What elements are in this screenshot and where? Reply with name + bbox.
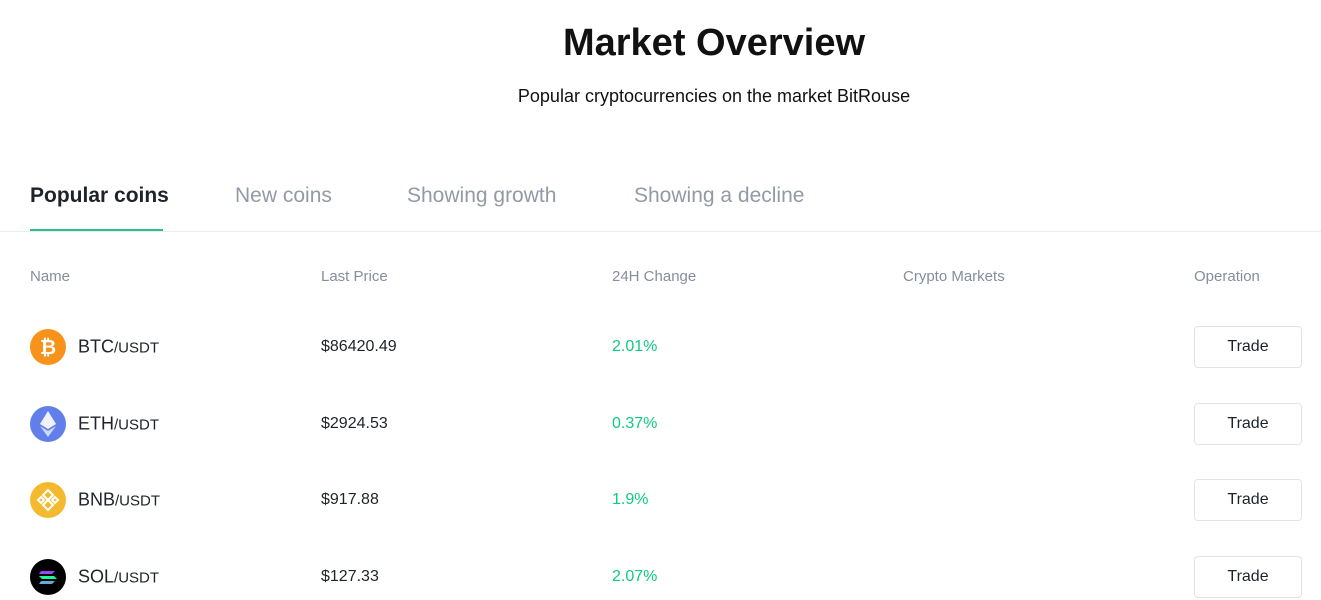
column-header: Last Price: [321, 268, 388, 285]
pair: BNB/USDT: [78, 490, 160, 511]
coin-logo: [30, 559, 66, 596]
base-symbol: BNB: [78, 489, 116, 510]
change: 2.07%: [612, 568, 658, 586]
coin-logo: [30, 482, 66, 519]
last-price: $2924.53: [321, 414, 388, 432]
last-price: $127.33: [321, 568, 379, 586]
quote-symbol: /USDT: [114, 339, 159, 357]
quote-symbol: /USDT: [114, 569, 160, 587]
column-header: 24H Change: [612, 268, 697, 285]
coin-icon: [30, 405, 66, 447]
change: 2.01%: [612, 338, 658, 355]
pair: BTC/USDT: [78, 337, 159, 358]
tab-underline: [30, 229, 163, 231]
tab[interactable]: Showing growth: [407, 184, 557, 207]
last-price: $917.88: [321, 491, 379, 509]
quote-symbol: /USDT: [115, 492, 161, 510]
divider: [0, 231, 1321, 232]
tab[interactable]: Showing a decline: [634, 184, 805, 207]
title: Market Overview: [562, 22, 866, 64]
pair: ETH/USDT: [78, 413, 159, 434]
tab[interactable]: New coins: [235, 184, 332, 207]
trade-button[interactable]: Trade: [1194, 479, 1302, 522]
base-symbol: SOL: [78, 566, 115, 587]
coin-icon: [30, 482, 66, 523]
column-header: Operation: [1194, 268, 1260, 285]
coin-icon: ₿: [30, 329, 66, 370]
trade-button[interactable]: Trade: [1194, 402, 1302, 445]
coin-icon: [30, 559, 66, 600]
change: 0.37%: [612, 414, 658, 432]
pair: SOL/USDT: [78, 567, 159, 588]
coin-logo: [30, 405, 66, 442]
trade-button[interactable]: Trade: [1194, 326, 1302, 368]
change: 1.9%: [612, 491, 649, 509]
tab[interactable]: Popular coins: [30, 184, 169, 207]
column-header: Crypto Markets: [903, 268, 1005, 285]
column-header: Name: [30, 268, 71, 285]
subtitle: Popular cryptocurrencies on the market B…: [517, 86, 911, 106]
base-symbol: ETH: [78, 413, 114, 434]
svg-text:₿: ₿: [40, 335, 56, 359]
coin-logo: ₿: [30, 329, 66, 365]
quote-symbol: /USDT: [114, 416, 159, 434]
trade-button[interactable]: Trade: [1194, 556, 1302, 599]
base-symbol: BTC: [78, 336, 114, 357]
last-price: $86420.49: [321, 338, 397, 355]
